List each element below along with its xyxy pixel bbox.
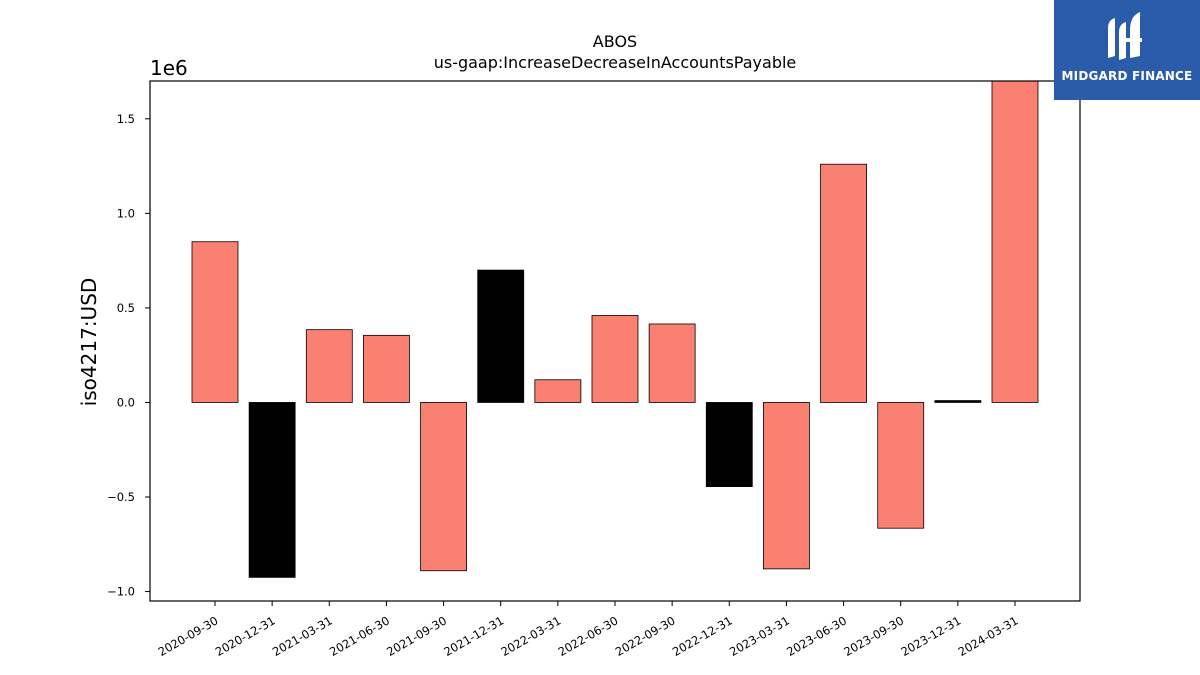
plot-frame	[149, 80, 1081, 602]
x-tick-label: 2022-06-30	[556, 613, 621, 659]
bar-2022-09-30	[648, 323, 696, 403]
x-tick-label: 2023-06-30	[784, 613, 849, 659]
x-tick-label: 2021-09-30	[384, 613, 449, 659]
x-axis-ticks: 2020-09-302020-12-312021-03-312021-06-30…	[156, 601, 1021, 659]
x-tick-label: 2023-12-31	[898, 613, 963, 659]
x-tick-label: 2024-03-31	[956, 613, 1021, 659]
x-tick-label: 2021-03-31	[270, 613, 335, 659]
bars-group	[191, 80, 1039, 578]
bar-2023-03-31	[763, 402, 810, 570]
bar-2021-09-30	[420, 402, 467, 572]
x-tick-label: 2022-03-31	[498, 613, 563, 659]
chart-title: ABOS	[593, 32, 637, 51]
logo-text: MIDGARD FINANCE	[1061, 69, 1193, 83]
x-tick-label: 2020-09-30	[156, 613, 221, 659]
bar-2022-12-31	[705, 402, 753, 488]
bar-2023-06-30	[820, 163, 867, 403]
y-tick-label: 0.0	[117, 395, 135, 409]
x-tick-label: 2023-03-31	[727, 613, 792, 659]
x-tick-label: 2022-09-30	[613, 613, 678, 659]
bar-2024-03-31	[991, 80, 1039, 403]
y-tick-label: −1.0	[107, 585, 135, 599]
x-tick-label: 2022-12-31	[670, 613, 735, 659]
bar-2020-12-31	[248, 402, 296, 578]
bar-2023-09-30	[877, 402, 925, 529]
y-tick-label: 0.5	[117, 301, 135, 315]
bar-2023-12-31	[934, 400, 982, 403]
x-tick-label: 2021-06-30	[327, 613, 392, 659]
chart-subtitle: us-gaap:IncreaseDecreaseInAccountsPayabl…	[434, 53, 797, 72]
y-tick-label: −0.5	[107, 490, 135, 504]
y-axis-multiplier: 1e6	[150, 56, 188, 80]
y-tick-label: 1.5	[117, 112, 135, 126]
bar-2021-06-30	[363, 334, 410, 403]
bar-2022-06-30	[591, 315, 639, 403]
bar-2022-03-31	[534, 379, 582, 403]
bar-2020-09-30	[191, 241, 239, 403]
x-tick-label: 2020-12-31	[213, 613, 278, 659]
bar-2021-03-31	[305, 329, 353, 403]
midgard-logo-icon	[1108, 12, 1142, 60]
y-axis-label: iso4217:USD	[77, 278, 101, 407]
bar-2021-12-31	[477, 269, 525, 403]
y-tick-label: 1.0	[117, 206, 135, 220]
y-axis-ticks: −1.0 −0.5 0.0 0.5 1.0 1.5	[107, 112, 150, 599]
midgard-finance-logo: MIDGARD FINANCE	[1054, 0, 1200, 100]
x-tick-label: 2023-09-30	[841, 613, 906, 659]
x-tick-label: 2021-12-31	[441, 613, 506, 659]
